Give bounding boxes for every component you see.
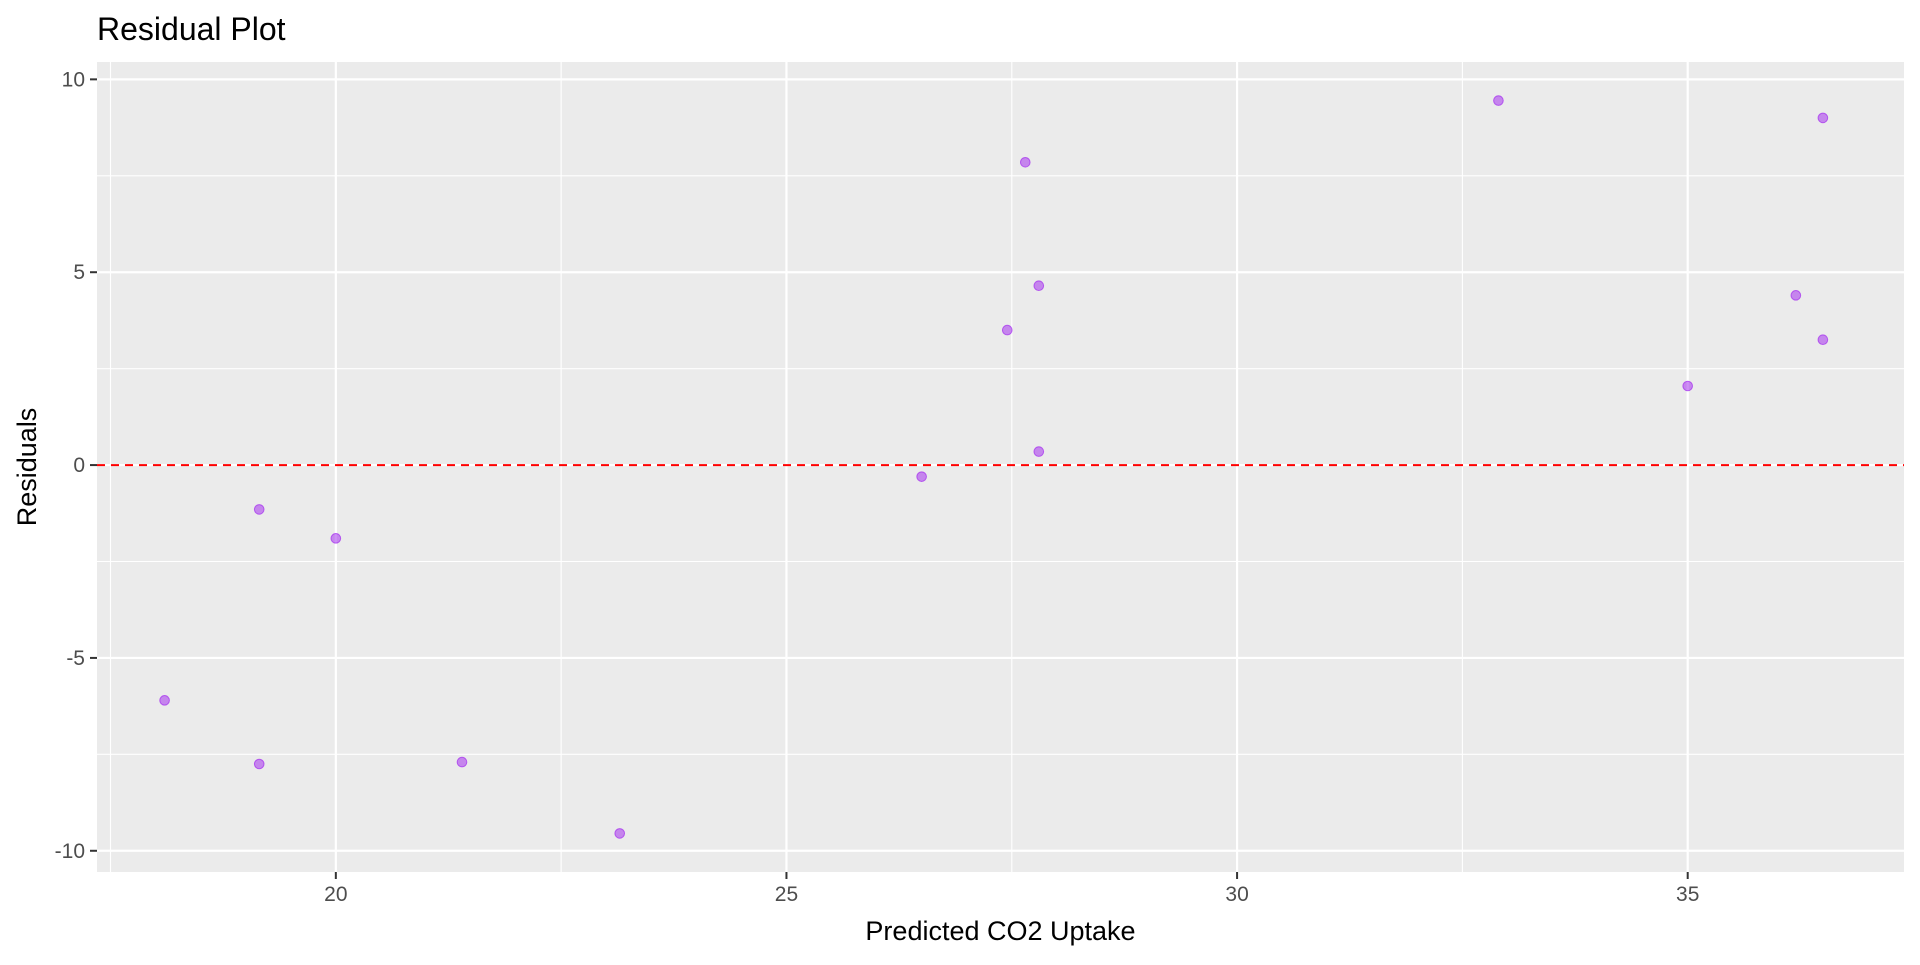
x-tick-label: 30 <box>1225 883 1248 906</box>
y-axis-ticks: -10 -5 0 5 10 <box>55 68 97 863</box>
data-point <box>159 695 170 706</box>
y-axis-title: Residuals <box>12 408 42 527</box>
y-tick-label: 5 <box>73 261 85 284</box>
y-tick-label: -10 <box>55 840 85 863</box>
y-tick-label: -5 <box>66 647 85 670</box>
data-point <box>1682 380 1694 392</box>
data-point <box>330 533 342 544</box>
minor-gridlines <box>97 62 1904 872</box>
data-point <box>1033 446 1045 457</box>
x-axis-ticks: 20 25 30 35 <box>324 872 1699 906</box>
plot-panel <box>97 62 1904 872</box>
data-point <box>1817 112 1829 124</box>
data-point <box>253 758 265 770</box>
data-point <box>1817 334 1829 346</box>
chart-title: Residual Plot <box>97 11 286 47</box>
y-tick-label: 0 <box>73 454 85 477</box>
data-point <box>614 828 626 839</box>
data-point <box>916 471 927 482</box>
data-point <box>1001 324 1013 336</box>
x-axis-title: Predicted CO2 Uptake <box>865 916 1135 946</box>
data-point <box>1493 95 1504 106</box>
y-tick-label: 10 <box>62 68 85 91</box>
x-tick-label: 35 <box>1676 883 1699 906</box>
data-point <box>456 756 468 768</box>
x-tick-label: 25 <box>775 883 798 906</box>
x-tick-label: 20 <box>324 883 347 906</box>
data-point <box>1790 290 1802 301</box>
data-points <box>159 95 1829 839</box>
data-point <box>1033 280 1045 292</box>
data-point <box>1019 156 1031 168</box>
data-point <box>253 504 265 515</box>
